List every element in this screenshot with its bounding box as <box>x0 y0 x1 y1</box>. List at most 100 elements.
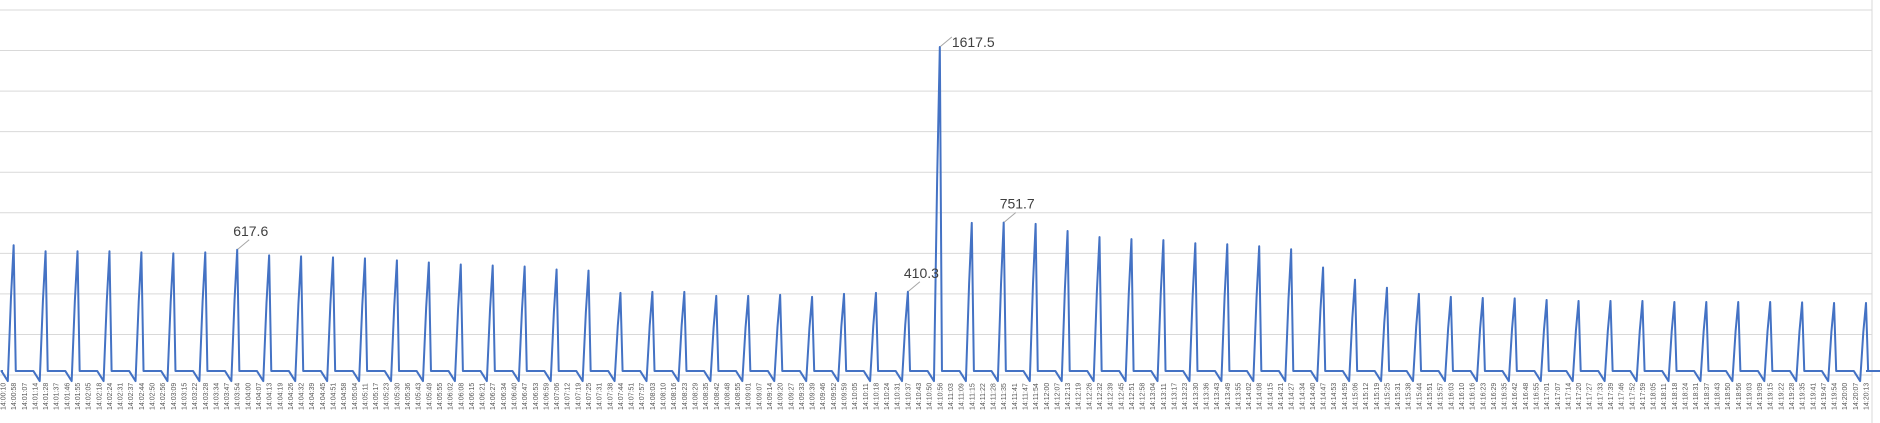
x-tick-label: 14:11:41 <box>1012 383 1019 410</box>
x-tick-label: 14:15:19 <box>1374 383 1381 410</box>
data-point <box>268 254 270 257</box>
x-tick-label: 14:10:50 <box>927 383 934 410</box>
x-tick-label: 14:06:21 <box>480 383 487 410</box>
x-tick-label: 14:12:13 <box>1065 383 1072 410</box>
x-tick-label: 14:05:17 <box>373 383 380 410</box>
x-tick-label: 14:12:39 <box>1108 383 1115 410</box>
x-tick-label: 14:10:56 <box>937 383 944 410</box>
x-tick-label: 14:14:59 <box>1342 383 1349 410</box>
x-tick-label: 14:07:12 <box>565 383 572 410</box>
x-tick-label: 14:18:31 <box>1693 383 1700 410</box>
data-point <box>1162 239 1165 241</box>
x-tick-label: 14:20:00 <box>1842 383 1849 410</box>
x-tick-label: 14:09:59 <box>842 383 849 410</box>
x-tick-label: 14:20:13 <box>1864 383 1871 410</box>
x-tick-label: 14:16:55 <box>1533 383 1540 410</box>
data-label: 410.3 <box>904 265 939 281</box>
x-tick-label: 14:17:52 <box>1629 383 1636 410</box>
data-point <box>1418 293 1420 295</box>
x-tick-label: 14:04:39 <box>309 383 316 410</box>
data-point <box>459 263 462 266</box>
x-tick-label: 14:07:57 <box>639 383 646 410</box>
x-tick-label: 14:10:05 <box>852 383 859 410</box>
x-tick-label: 14:12:32 <box>1097 383 1104 410</box>
x-tick-label: 14:10:24 <box>884 383 891 410</box>
x-tick-label: 14:18:37 <box>1704 383 1711 410</box>
x-tick-label: 14:10:11 <box>863 383 870 410</box>
data-point <box>1194 242 1197 244</box>
data-label-group: 410.3 <box>904 265 939 293</box>
data-point <box>428 261 430 264</box>
x-tick-label: 14:06:27 <box>490 383 497 410</box>
x-tick-label: 14:02:18 <box>96 383 103 410</box>
data-point <box>204 251 207 254</box>
x-tick-label: 14:01:55 <box>75 383 82 410</box>
x-tick-label: 14:17:20 <box>1576 383 1583 410</box>
x-tick-label: 14:14:21 <box>1278 383 1285 410</box>
x-tick-label: 14:18:50 <box>1725 383 1732 410</box>
data-label-group: 751.7 <box>1000 196 1035 223</box>
data-point <box>970 222 973 224</box>
data-point <box>651 291 654 293</box>
data-point <box>1577 300 1580 302</box>
x-tick-label: 14:11:22 <box>980 383 987 410</box>
x-tick-label: 14:14:08 <box>1257 383 1264 410</box>
x-tick-label: 14:06:40 <box>511 383 518 410</box>
data-label-group: 617.6 <box>233 223 268 251</box>
x-tick-label: 14:10:37 <box>905 383 912 410</box>
x-tick-label: 14:18:24 <box>1683 383 1690 410</box>
x-tick-label: 14:13:55 <box>1235 383 1242 410</box>
x-tick-label: 14:11:54 <box>1033 383 1040 410</box>
x-tick-label: 14:04:58 <box>341 383 348 410</box>
x-tick-label: 14:09:07 <box>756 383 763 410</box>
x-tick-label: 14:17:14 <box>1565 383 1572 410</box>
x-tick-label: 14:14:47 <box>1321 383 1328 410</box>
data-point <box>364 257 366 260</box>
x-tick-label: 14:08:55 <box>735 383 742 410</box>
data-point <box>619 292 622 294</box>
x-tick-label: 14:06:34 <box>501 383 508 410</box>
x-tick-label: 14:17:01 <box>1544 383 1551 410</box>
x-tick-label: 14:08:03 <box>650 383 657 410</box>
x-tick-label: 14:15:57 <box>1438 383 1445 410</box>
x-tick-label: 14:02:50 <box>150 383 157 410</box>
x-tick-label: 14:16:48 <box>1523 383 1530 410</box>
data-point <box>683 291 686 293</box>
data-point <box>1833 302 1835 304</box>
x-tick-label: 14:09:14 <box>767 383 774 410</box>
data-point <box>875 292 877 294</box>
x-tick-label: 14:11:47 <box>1022 383 1029 410</box>
data-point <box>332 256 334 259</box>
x-tick-label: 14:08:16 <box>671 383 678 410</box>
x-tick-label: 14:14:15 <box>1267 383 1274 410</box>
x-tick-label: 14:08:42 <box>714 383 721 410</box>
x-tick-label: 14:13:04 <box>1150 383 1157 410</box>
x-tick-label: 14:17:39 <box>1608 383 1615 410</box>
x-tick-label: 14:03:09 <box>171 383 178 410</box>
x-tick-label: 14:04:00 <box>245 383 252 410</box>
x-tick-label: 14:14:53 <box>1331 383 1338 410</box>
x-tick-label: 14:02:05 <box>86 383 93 410</box>
leader-line <box>907 281 921 293</box>
x-tick-label: 14:12:26 <box>1086 383 1093 410</box>
x-tick-label: 14:10:31 <box>895 383 902 410</box>
data-point <box>1450 296 1452 298</box>
data-point <box>140 251 143 254</box>
data-point <box>108 250 111 253</box>
x-tick-label: 14:09:46 <box>820 383 827 410</box>
x-tick-label: 14:17:46 <box>1619 383 1626 410</box>
x-tick-label: 14:10:18 <box>873 383 880 410</box>
data-point <box>1865 302 1867 304</box>
x-tick-label: 14:01:46 <box>64 383 71 410</box>
x-tick-label: 14:08:23 <box>682 383 689 410</box>
x-tick-label: 14:19:09 <box>1757 383 1764 410</box>
x-tick-label: 14:04:51 <box>331 383 338 410</box>
x-tick-label: 14:19:41 <box>1810 383 1817 410</box>
data-point <box>1002 221 1005 224</box>
data-point <box>1034 223 1037 225</box>
x-tick-label: 14:07:44 <box>618 383 625 410</box>
x-tick-label: 14:12:45 <box>1118 383 1125 410</box>
x-tick-label: 14:19:22 <box>1778 383 1785 410</box>
x-tick-label: 14:15:31 <box>1395 383 1402 410</box>
